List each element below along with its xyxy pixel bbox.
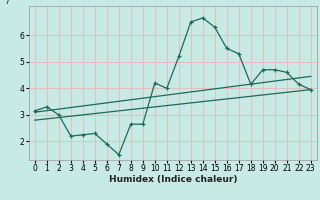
Text: 7: 7 — [5, 0, 10, 6]
X-axis label: Humidex (Indice chaleur): Humidex (Indice chaleur) — [108, 175, 237, 184]
